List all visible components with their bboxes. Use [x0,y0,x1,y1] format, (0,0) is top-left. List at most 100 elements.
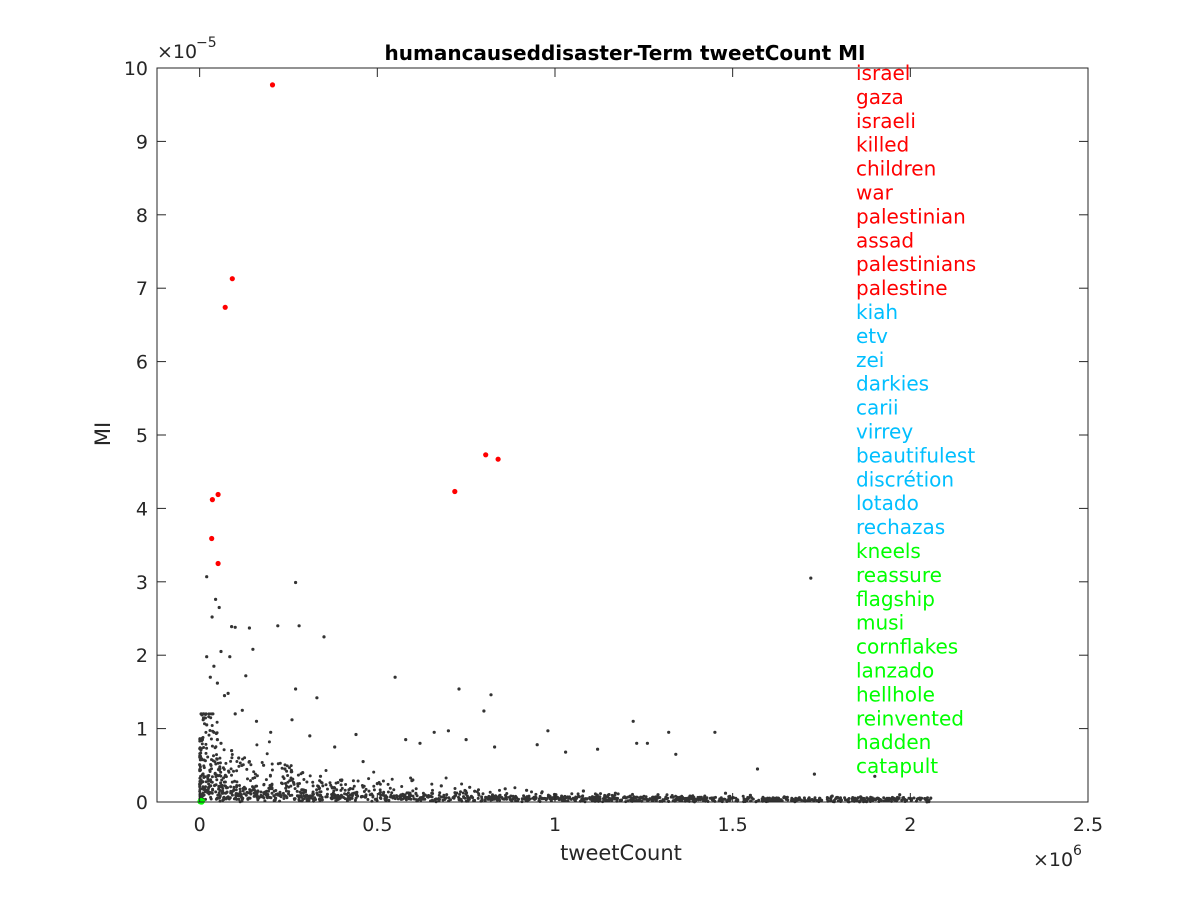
data-point-other-terms [208,675,212,679]
data-point-other [826,796,830,800]
data-point-other [850,797,854,801]
data-point-other [288,766,291,770]
data-point-other [790,799,793,802]
data-point-other [389,794,393,798]
data-point-other [249,789,253,793]
data-point-other [472,799,476,803]
data-point-other [683,797,687,801]
data-point-other-terms [748,793,753,798]
data-point-other [223,780,227,784]
data-point-other [514,794,518,798]
data-point-other [262,791,266,795]
data-point-other [505,792,509,795]
data-point-other [674,794,678,798]
data-point-other [217,786,221,789]
data-point-other [631,792,634,796]
data-point-other [206,775,210,779]
data-point-other [775,796,779,800]
data-point-other [295,789,299,793]
data-point-other [330,786,334,790]
data-point-other [209,737,213,741]
data-point-other [480,797,484,801]
data-point-other [865,796,869,800]
data-point-other [200,713,204,717]
data-point-other [790,796,794,800]
data-point-other-terms [525,788,529,792]
data-point-other [901,797,905,801]
data-point-other [207,733,211,737]
data-point-other-terms [439,784,443,788]
data-point-other [321,784,325,788]
data-point-other [427,794,431,797]
axes-layer: 0 0.5 1 1.5 2 2.5 0 1 2 3 4 5 6 7 8 9 10 [124,58,1103,836]
data-point-other-terms [222,694,227,698]
term-label-mid: carii [856,396,899,420]
data-point-other [818,797,822,800]
data-point-other [497,796,501,800]
x-tick-label: 2 [904,814,916,836]
data-point-other [514,798,517,802]
data-point-other [280,782,284,786]
data-point-other [318,790,322,794]
data-point-other [219,770,223,774]
data-point-other [524,798,528,802]
data-point-other [444,796,448,800]
term-label-top: israeli [856,109,916,133]
data-point-other [476,796,480,800]
data-point-other [489,798,493,802]
data-point-other [473,789,477,793]
data-point-top-terms [483,452,489,458]
data-point-other-terms [361,760,365,764]
data-point-other [245,767,249,771]
data-point-other [214,790,218,794]
data-point-other [207,712,211,716]
data-point-other [627,795,631,799]
data-point-other [575,796,579,800]
data-point-other [235,760,239,763]
data-point-other [444,776,448,780]
data-point-other [315,788,319,792]
data-point-other [415,794,419,798]
data-point-other [390,777,394,781]
data-point-other [253,772,257,776]
data-point-other [498,788,501,792]
data-point-other [381,791,385,795]
data-point-other [498,793,502,797]
data-point-other [211,788,215,792]
data-point-other [293,787,297,791]
data-point-other [302,790,306,794]
data-point-other [470,795,474,799]
term-label-top: war [856,181,894,205]
data-point-other [229,789,233,793]
data-point-other [276,762,280,766]
term-label-top: palestinians [856,252,976,276]
data-point-other-terms [375,782,379,786]
data-point-low-terms [199,798,205,805]
term-label-low: kneels [856,539,921,563]
term-label-low: hadden [856,730,931,754]
data-point-other [204,751,208,755]
data-point-other [278,792,282,796]
data-point-other [217,791,221,795]
term-label-top: palestinian [856,204,966,228]
data-point-other [272,798,276,802]
y-tick-label: 3 [136,572,148,594]
data-point-other [241,789,245,793]
data-point-other [300,788,304,792]
x-exponent-power: 6 [1073,843,1082,859]
data-point-other [441,798,445,802]
data-point-other [334,781,338,785]
data-point-other [199,778,203,782]
data-point-other [356,779,360,783]
data-point-other [243,756,247,760]
term-label-low: hellhole [856,682,935,706]
data-point-other [335,788,339,792]
data-point-other [336,797,340,801]
data-point-other [296,782,300,786]
data-point-other [719,796,723,800]
term-label-top: gaza [856,85,904,109]
data-point-other [324,795,328,799]
data-point-other [559,796,563,800]
data-point-other [799,798,803,802]
data-point-other [926,796,929,800]
